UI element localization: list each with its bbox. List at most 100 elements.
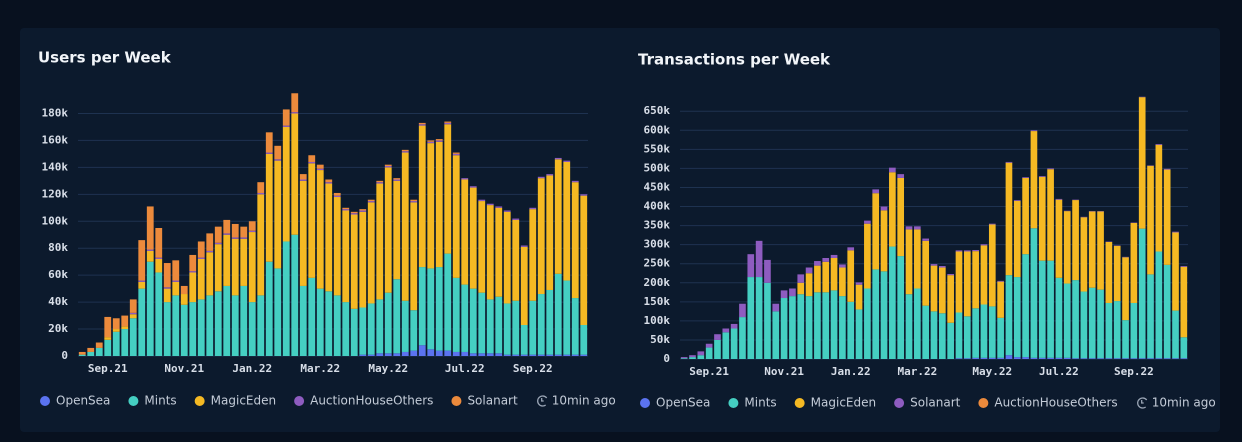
y-tick-label: 40k [48,295,68,308]
bar-segment [864,220,871,224]
bar-segment [1155,251,1163,359]
bar-segment [138,288,146,356]
bar-segment [1072,280,1079,359]
bar-segment [401,152,409,301]
bar-segment [1080,358,1088,359]
bar-segment [427,268,435,350]
legend-marker [294,396,305,406]
bar-segment [1005,275,1013,356]
bar-segment [401,151,409,153]
bar-segment [805,267,813,274]
bar-segment [376,183,384,300]
bar-segment [452,155,460,278]
bar-segment [308,155,316,162]
bar-segment [282,109,290,126]
bar-segment [1130,302,1138,359]
bar-segment [282,125,290,127]
bar-segment [1163,169,1171,265]
bar-segment [308,163,316,278]
bar-segment [444,350,452,356]
bar-segment [1097,211,1104,290]
bar-segment [291,113,299,235]
bar-segment [739,317,746,359]
bar-segment [189,271,197,273]
bar-segment [914,229,921,289]
bar-segment [316,164,324,169]
bar-segment [571,354,579,356]
bar-segment [947,274,954,276]
bar-segment [529,209,537,301]
y-tick-label: 600k [644,123,671,136]
bar-segment [189,302,197,356]
bar-segment [997,357,1004,359]
bar-segment [1180,337,1188,359]
bar-segment [418,122,426,125]
legend-marker [194,396,205,406]
bar-segment [563,354,571,356]
bar-segment [452,277,460,352]
bar-segment [571,180,579,183]
bar-segment [922,240,930,306]
bar-segment [427,143,435,269]
bar-segment [367,199,375,202]
bar-segment [206,250,214,253]
bar-segment [529,354,537,356]
x-tick-label: Mar.22 [897,365,937,378]
bar-segment [214,242,222,245]
bar-segment [342,209,350,211]
y-tick-label: 20k [48,322,68,335]
bar-segment [452,152,460,154]
bar-segment [1047,357,1054,359]
bar-segment [231,238,239,296]
bar-segment [384,353,392,356]
bar-segment [814,261,821,266]
bar-segment [1022,177,1029,178]
bar-segment [880,271,888,359]
x-tick-label: Jul.22 [445,362,485,375]
bar-segment [855,309,863,359]
bar-segment [163,287,171,289]
bar-segment [980,245,988,305]
bar-segment [333,195,341,198]
bar-segment [282,241,290,356]
bar-segment [1030,228,1038,358]
bar-segment [197,299,205,356]
bar-segment [955,250,963,252]
bar-segment [571,182,579,299]
bar-segment [963,316,971,359]
bar-segment [520,245,528,247]
bar-segment [104,339,112,356]
bar-segment [830,254,838,258]
y-tick-label: 450k [644,180,671,193]
bar-segment [291,234,299,356]
bar-segment [308,277,316,356]
legend-marker [40,396,50,406]
bar-segment [1155,144,1163,145]
bar-segment [938,313,946,359]
bar-segment [172,280,180,282]
bar-segment [697,351,705,356]
bar-segment [299,174,307,180]
bar-segment [537,354,545,356]
bar-segment [705,343,713,348]
bar-segment [1163,264,1171,359]
bar-segment [822,261,830,293]
bar-segment [554,157,562,160]
y-tick-label: 100k [644,314,671,327]
updated-note: 10min ago [552,394,616,408]
bar-segment [764,259,771,283]
bar-segment [384,167,392,293]
clock-icon [537,395,548,407]
legend-label: AuctionHouseOthers [310,394,433,408]
x-tick-label: Jan.22 [831,365,871,378]
x-tick-label: Sep.22 [1114,365,1154,378]
legend-marker [640,398,650,408]
bar-segment [1047,169,1054,261]
bar-segment [78,354,86,356]
bar-segment [689,355,696,358]
bar-segment [1063,283,1071,358]
bar-segment [805,296,813,359]
legend-label: OpenSea [56,394,110,408]
bar-segment [155,272,163,356]
bar-segment [512,219,520,301]
